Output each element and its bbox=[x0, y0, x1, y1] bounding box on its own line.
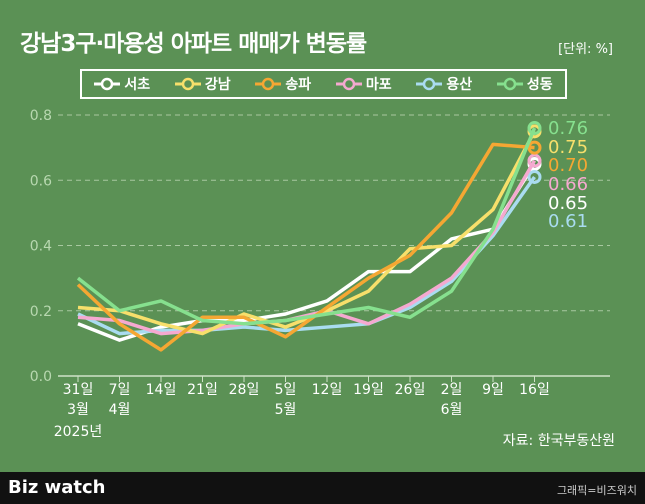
legend-label: 용산 bbox=[446, 77, 473, 93]
x-tick-label: 2일 bbox=[441, 382, 463, 398]
end-value-label: 0.75 bbox=[548, 137, 588, 158]
end-value-label: 0.70 bbox=[548, 155, 588, 176]
year-label: 2025년 bbox=[54, 424, 103, 440]
month-label: 6월 bbox=[441, 402, 463, 418]
end-marker-용산 bbox=[527, 169, 542, 184]
x-tick-label: 7일 bbox=[109, 382, 131, 398]
series-line-성동 bbox=[76, 127, 537, 326]
y-tick-label: 0.2 bbox=[30, 304, 52, 320]
y-tick-label: 0.8 bbox=[30, 108, 52, 124]
x-tick-label: 31일 bbox=[63, 382, 94, 398]
legend-item-성동: 성동 bbox=[496, 74, 553, 94]
x-tick-label: 28일 bbox=[229, 382, 260, 398]
graphic-credit: 그래픽=비즈워치 bbox=[556, 484, 637, 497]
end-marker-성동 bbox=[527, 121, 542, 136]
end-value-label: 0.76 bbox=[548, 118, 588, 139]
month-label: 3월 bbox=[67, 402, 89, 418]
end-value-label: 0.61 bbox=[548, 211, 588, 232]
x-tick-label: 12일 bbox=[312, 382, 343, 398]
chart-title: 강남3구·마용성 아파트 매매가 변동률 bbox=[20, 31, 367, 57]
legend-item-마포: 마포 bbox=[335, 74, 392, 94]
legend-marker-icon bbox=[496, 77, 523, 91]
end-value-label: 0.65 bbox=[548, 193, 588, 214]
legend-label: 마포 bbox=[365, 77, 392, 93]
legend-marker-icon bbox=[174, 77, 201, 91]
legend-item-용산: 용산 bbox=[416, 74, 472, 94]
legend-marker-icon bbox=[416, 77, 443, 91]
y-tick-label: 0.4 bbox=[30, 239, 52, 255]
x-tick-label: 9일 bbox=[482, 382, 504, 398]
legend-marker-icon bbox=[335, 77, 362, 91]
series-line-용산 bbox=[77, 175, 536, 336]
legend-label: 서초 bbox=[124, 77, 151, 93]
x-tick-label: 26일 bbox=[395, 382, 426, 398]
x-tick-label: 5일 bbox=[275, 382, 297, 398]
unit-label: [단위: %] bbox=[558, 42, 613, 57]
footer: Biz watch 그래픽=비즈워치 bbox=[0, 472, 645, 504]
y-tick-label: 0.6 bbox=[30, 173, 52, 189]
source-note: 자료: 한국부동산원 bbox=[502, 433, 615, 449]
series-line-송파 bbox=[76, 142, 535, 352]
x-tick-label: 16일 bbox=[519, 382, 550, 398]
legend-item-송파: 송파 bbox=[255, 74, 311, 94]
y-tick-label: 0.0 bbox=[30, 369, 52, 385]
legend: 서초 강남 송파 마포 용산 성동 bbox=[80, 69, 567, 99]
legend-marker-icon bbox=[255, 77, 282, 91]
legend-label: 강남 bbox=[204, 77, 231, 93]
x-tick-label: 21일 bbox=[187, 382, 218, 398]
line-chart: 0.0 0.2 0.4 0.6 0.8 31일 7일 14일 21일 28일 5일 12일 19일 26일… bbox=[30, 108, 610, 440]
bizwatch-logo: Biz watch bbox=[8, 477, 106, 498]
end-value-label: 0.66 bbox=[548, 174, 588, 195]
legend-label: 송파 bbox=[285, 77, 312, 93]
legend-label: 성동 bbox=[526, 77, 553, 93]
month-label: 4월 bbox=[109, 402, 131, 418]
legend-item-서초: 서초 bbox=[94, 74, 150, 94]
x-tick-label: 19일 bbox=[353, 382, 384, 398]
month-label: 5월 bbox=[275, 402, 297, 418]
end-marker-송파 bbox=[527, 140, 542, 155]
end-marker-마포 bbox=[527, 153, 542, 168]
legend-item-강남: 강남 bbox=[174, 74, 231, 94]
legend-marker-icon bbox=[94, 77, 121, 91]
x-tick-label: 14일 bbox=[146, 382, 177, 398]
